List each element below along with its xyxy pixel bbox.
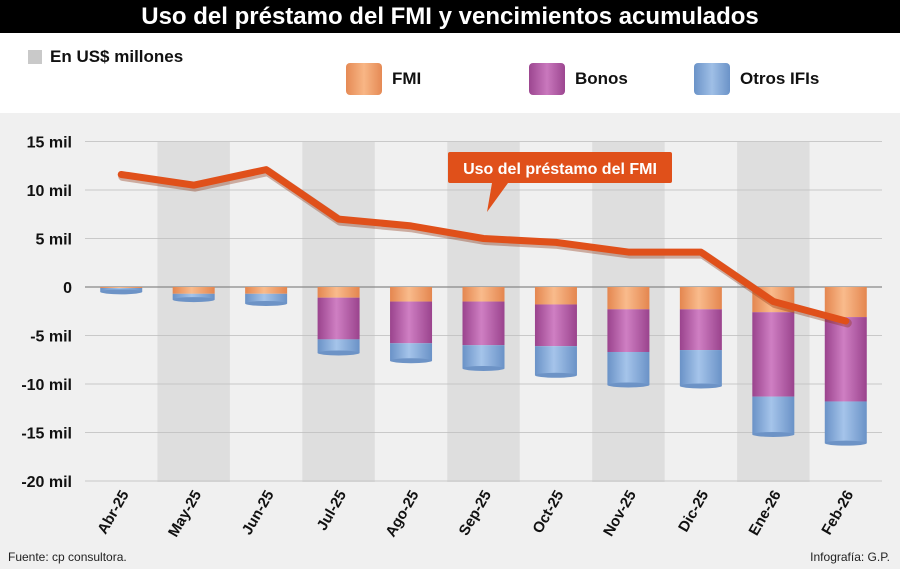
bar-segment-otros-ifis: [752, 396, 795, 435]
bar-cap: [172, 297, 215, 303]
bar-segment-bonos: [390, 301, 433, 344]
bar-segment-bonos: [534, 304, 577, 347]
y-tick-label: -20 mil: [21, 474, 72, 491]
y-tick-label: -15 mil: [21, 426, 72, 443]
bar-segment-bonos: [824, 317, 867, 402]
line-callout: Uso del préstamo del FMI: [448, 152, 672, 212]
y-tick-label: 15 mil: [27, 135, 72, 152]
bar-cap: [752, 431, 795, 437]
bar-cap: [245, 300, 288, 306]
bar-segment-bonos: [462, 301, 505, 346]
bar-cap: [317, 350, 360, 356]
legend-label-fmi: FMI: [392, 69, 422, 88]
y-tick-label: -5 mil: [30, 329, 72, 346]
x-tick-label: Ene-26: [745, 488, 784, 539]
bar-cap: [607, 382, 650, 388]
footer-credit: Infografía: G.P.: [810, 550, 890, 564]
callout-pointer: [487, 183, 508, 212]
bar-segment-otros-ifis: [172, 293, 215, 300]
bar-segment-otros-ifis: [390, 343, 433, 361]
bar-segment-otros-ifis: [824, 401, 867, 444]
bar-cap: [390, 358, 433, 364]
y-tick-label: 10 mil: [27, 183, 72, 200]
legend-swatch-otros-ifis: [694, 63, 730, 95]
legend-swatch-bonos: [529, 63, 565, 95]
bar-segment-fmi: [607, 287, 650, 310]
x-tick-label: Ago-25: [382, 488, 422, 541]
unit-label: En US$ millones: [50, 47, 184, 66]
header-area: [0, 33, 900, 113]
bar-segment-fmi: [534, 287, 577, 305]
bar-cap: [100, 289, 143, 295]
chart-title: Uso del préstamo del FMI y vencimientos …: [0, 0, 900, 33]
bar-segment-otros-ifis: [245, 293, 288, 304]
x-tick-label: Feb-26: [818, 488, 857, 538]
x-tick-label: Sep-25: [456, 488, 495, 539]
callout-label: Uso del préstamo del FMI: [463, 161, 657, 178]
bar-segment-otros-ifis: [462, 345, 505, 369]
bar-segment-fmi: [824, 287, 867, 318]
bar-segment-fmi: [679, 287, 722, 310]
legend-swatch-fmi: [346, 63, 382, 95]
y-tick-label: 5 mil: [36, 232, 72, 249]
callout-box: [448, 152, 672, 183]
bar-segment-bonos: [679, 309, 722, 351]
unit-swatch: [28, 50, 42, 64]
bar-segment-bonos: [752, 312, 795, 397]
bar-cap: [462, 365, 505, 371]
x-tick-label: Jul-25: [314, 488, 350, 534]
bar-segment-fmi: [462, 287, 505, 302]
y-tick-label: -10 mil: [21, 377, 72, 394]
bar-segment-otros-ifis: [607, 351, 650, 385]
x-tick-label: Nov-25: [600, 488, 640, 540]
x-tick-label: Abr-25: [94, 488, 132, 538]
y-tick-label: 0: [63, 280, 72, 297]
legend-label-otros-ifis: Otros IFIs: [740, 69, 820, 88]
footer-source: Fuente: cp consultora.: [8, 550, 127, 564]
bar-segment-fmi: [100, 287, 143, 288]
bar-segment-otros-ifis: [317, 339, 360, 353]
x-tick-label: Oct-25: [529, 488, 567, 537]
x-tick-label: May-25: [165, 488, 205, 541]
bar-segment-otros-ifis: [679, 350, 722, 386]
bar-segment-otros-ifis: [534, 346, 577, 376]
bar-cap: [679, 383, 722, 389]
bar-segment-fmi: [390, 287, 433, 302]
shade-band: [157, 142, 230, 482]
legend-label-bonos: Bonos: [575, 69, 628, 88]
bar-segment-fmi: [172, 287, 215, 294]
bar-cap: [534, 372, 577, 378]
x-tick-label: Dic-25: [675, 488, 712, 535]
bar-segment-fmi: [245, 287, 288, 294]
bar-cap: [824, 440, 867, 446]
bar-segment-bonos: [607, 309, 650, 352]
x-tick-label: Jun-25: [239, 488, 278, 538]
bar-segment-fmi: [317, 287, 360, 298]
bar-segment-bonos: [317, 297, 360, 340]
